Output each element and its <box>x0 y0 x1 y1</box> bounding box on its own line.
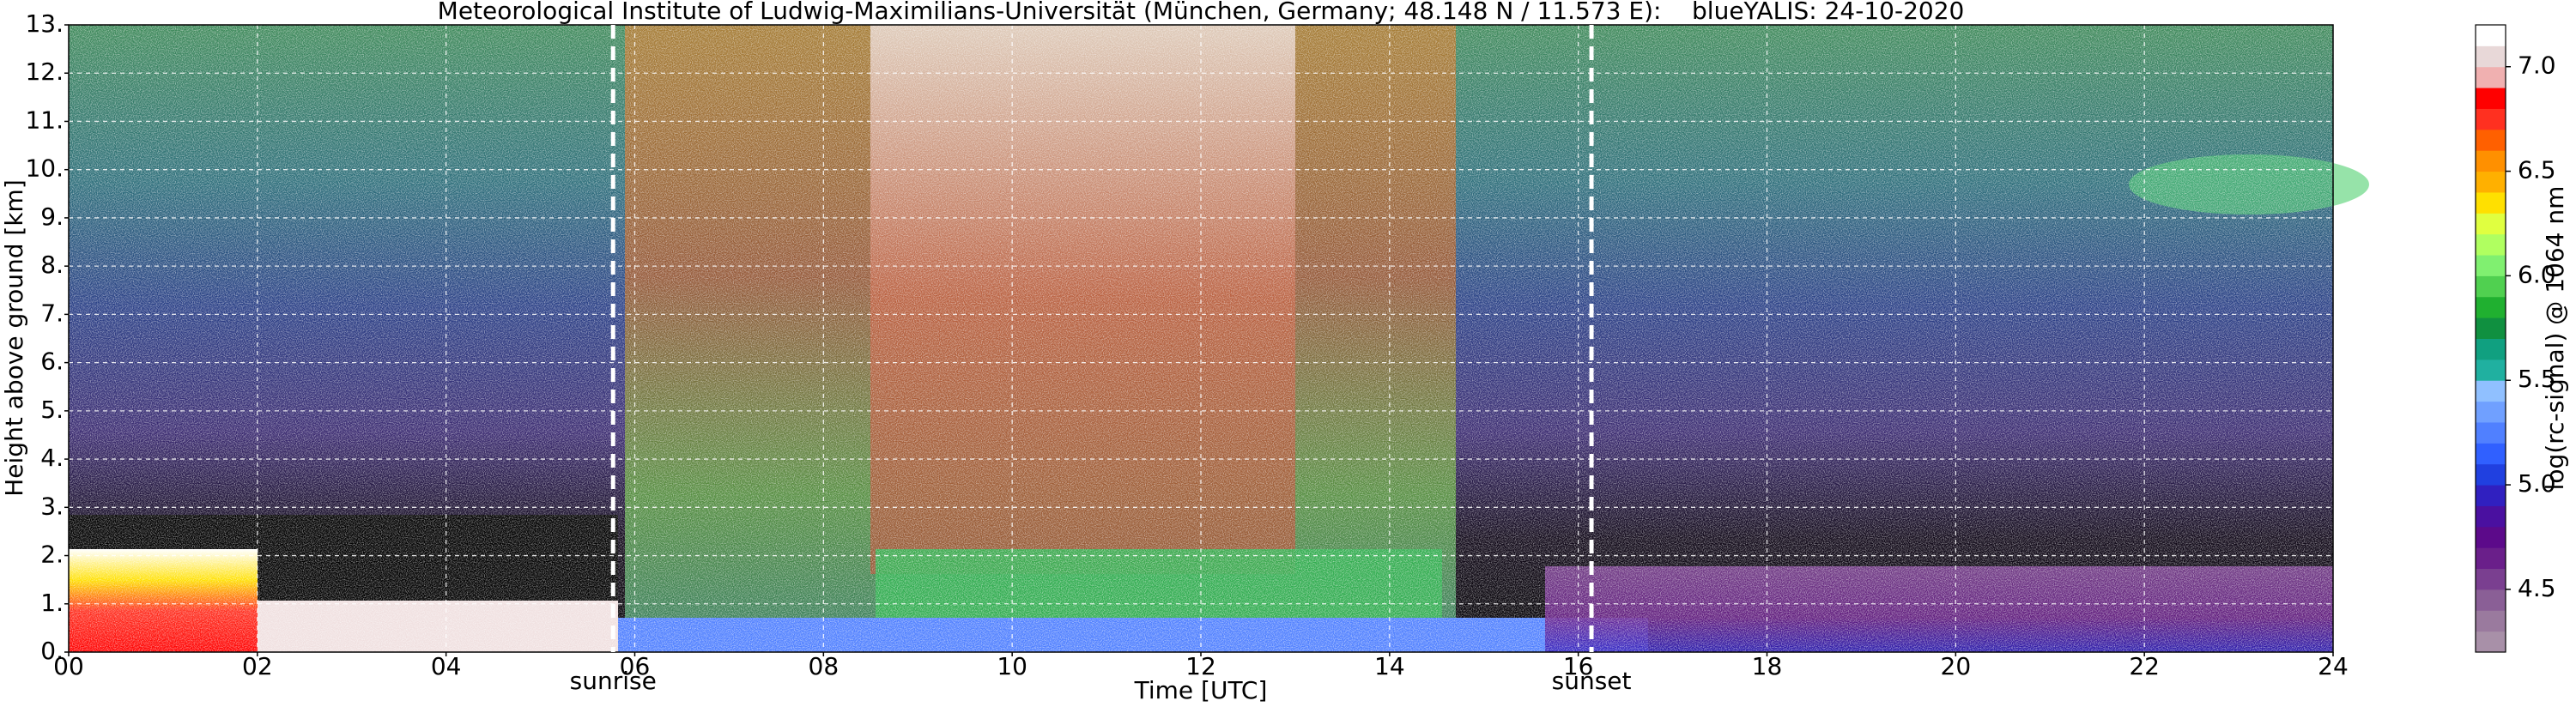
colorbar-segment <box>2476 129 2506 151</box>
colorbar-label: log(rc-signal) @ 1064 nm <box>2541 186 2569 491</box>
annotation-label: sunrise <box>570 667 657 695</box>
colorbar-segment <box>2476 359 2506 381</box>
x-tick-label: 04 <box>431 652 462 680</box>
x-tick-label: 10 <box>997 652 1027 680</box>
x-tick-label: 22 <box>2129 652 2160 680</box>
x-axis-label: Time [UTC] <box>1134 676 1268 704</box>
colorbar-segment <box>2476 610 2506 632</box>
y-tick-label: 12. <box>25 57 64 86</box>
y-tick-label: 0. <box>40 637 64 665</box>
grid <box>68 24 2334 653</box>
colorbar-segment <box>2476 526 2506 548</box>
chart-title: Meteorological Institute of Ludwig-Maxim… <box>438 0 1965 25</box>
y-tick-label: 5. <box>40 396 64 424</box>
y-tick-label: 1. <box>40 589 64 617</box>
colorbar-segment <box>2476 25 2506 46</box>
colorbar-segment <box>2476 233 2506 256</box>
y-tick-label: 2. <box>40 541 64 569</box>
colorbar-tick-label: 7.0 <box>2518 51 2556 80</box>
colorbar-segment <box>2476 443 2506 465</box>
y-tick-label: 11. <box>25 106 64 134</box>
x-tick-label: 18 <box>1752 652 1783 680</box>
y-tick-label: 13. <box>25 9 64 38</box>
x-tick-label: 00 <box>53 652 84 680</box>
colorbar-segment <box>2476 401 2506 423</box>
y-tick-label: 7. <box>40 299 64 327</box>
x-tick-label: 16 <box>1563 652 1594 680</box>
colorbar-segment <box>2476 380 2506 402</box>
colorbar-segment <box>2476 505 2506 528</box>
heatmap <box>69 25 2369 652</box>
x-tick-label: 12 <box>1185 652 1216 680</box>
y-axis-label: Height above ground [km] <box>0 179 28 497</box>
colorbar-segment <box>2476 255 2506 276</box>
colorbar-segment <box>2476 66 2506 88</box>
colorbar-tick-label: 4.5 <box>2518 574 2556 602</box>
colorbar-tick-label: 5.0 <box>2518 469 2556 498</box>
colorbar-segment <box>2476 150 2506 172</box>
colorbar-frame <box>2475 24 2506 653</box>
x-tick-label: 14 <box>1374 652 1405 680</box>
colorbar-segment <box>2476 171 2506 193</box>
annotation-label: sunset <box>1552 667 1632 695</box>
colorbar-segment <box>2476 191 2506 214</box>
colorbar-segment <box>2476 45 2506 68</box>
colorbar-segment <box>2476 568 2506 590</box>
colorbar-segment <box>2476 631 2506 653</box>
colorbar-segment <box>2476 296 2506 318</box>
colorbar-segment <box>2476 275 2506 298</box>
colorbar-segment <box>2476 213 2506 235</box>
x-tick-label: 24 <box>2318 652 2349 680</box>
y-tick-label: 4. <box>40 444 64 472</box>
colorbar-tick-label: 6.5 <box>2518 156 2556 184</box>
y-tick-label: 3. <box>40 492 64 520</box>
colorbar-segment <box>2476 338 2506 360</box>
y-tick-label: 9. <box>40 202 64 231</box>
x-tick-label: 02 <box>242 652 273 680</box>
colorbar-segment <box>2476 108 2506 130</box>
colorbar-segment <box>2476 463 2506 486</box>
colorbar-segment <box>2476 317 2506 339</box>
colorbar-segment <box>2476 547 2506 570</box>
y-tick-label: 6. <box>40 347 64 376</box>
colorbar-segment <box>2476 421 2506 444</box>
y-tick-label: 8. <box>40 251 64 279</box>
x-tick-label: 06 <box>620 652 651 680</box>
x-tick-label: 20 <box>1941 652 1972 680</box>
colorbar-tick-label: 6.0 <box>2518 260 2556 288</box>
y-tick-label: 10. <box>25 154 64 183</box>
colorbar-segment <box>2476 88 2506 109</box>
colorbar-segment <box>2476 589 2506 611</box>
colorbar-tick-label: 5.5 <box>2518 365 2556 393</box>
x-tick-label: 08 <box>809 652 839 680</box>
colorbar-segment <box>2476 485 2506 506</box>
